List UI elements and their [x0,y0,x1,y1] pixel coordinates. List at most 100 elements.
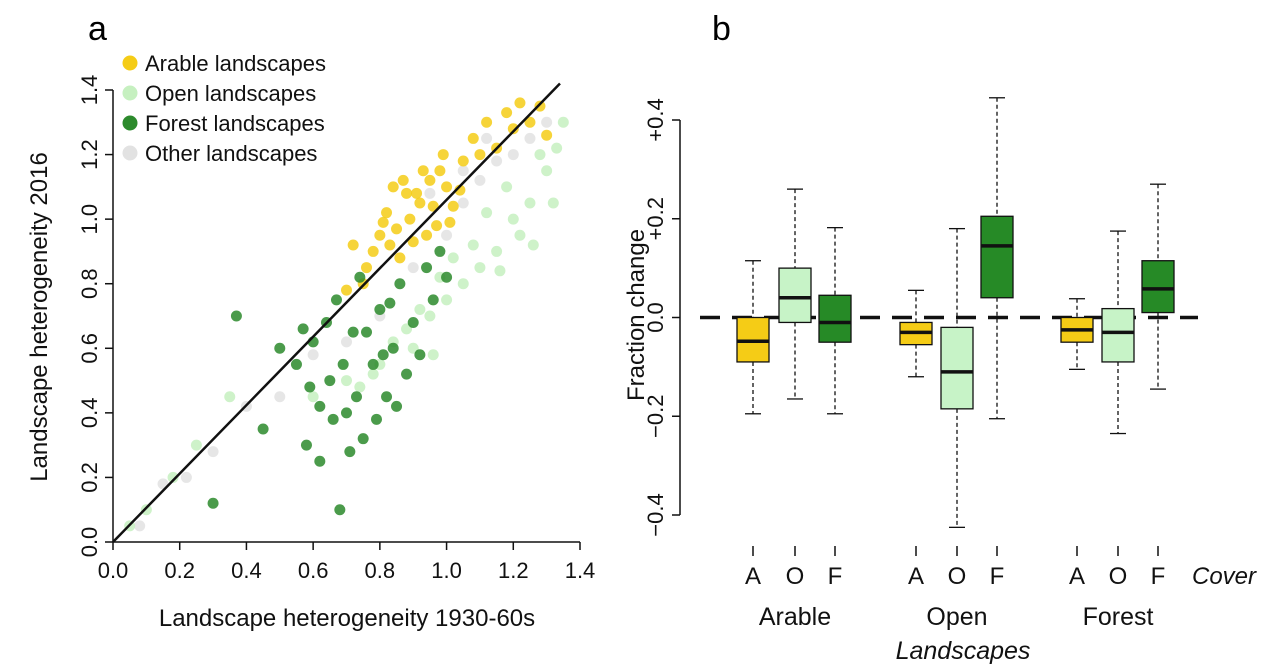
scatter-points [124,97,569,532]
cover-label-A: A [1069,563,1085,590]
scatter-point-open [467,239,479,251]
scatter-point-other [481,132,493,144]
scatter-point-forest [391,400,403,412]
scatter-point-forest [401,368,413,380]
scatter-point-forest [207,497,219,509]
scatter-point-other [457,197,469,209]
box-forest-F [1141,183,1175,390]
scatter-point-arable [387,181,399,193]
cover-label-A: A [908,563,924,590]
boxplot-axes: −0.4 −0.2 0.0 +0.2 +0.4 [643,98,681,537]
cover-label-A: A [745,563,761,590]
group-label-arable: Arable [759,603,831,631]
y-tick-label: 1.0 [77,204,102,235]
cover-label-F: F [828,563,843,590]
box-forest-A [1060,298,1094,370]
scatter-point-arable [481,116,493,128]
scatter-point-other [507,149,519,161]
scatter-point-arable [367,245,379,257]
box-open-A [899,289,933,378]
x-tick-label: 0.4 [231,558,262,583]
scatter-point-open [551,142,563,154]
scatter-point-open [427,349,439,361]
scatter-point-arable [394,252,406,264]
scatter-point-open [507,213,519,225]
scatter-axes: 0.0 0.2 0.4 0.6 0.8 1.0 1.2 1.4 0.0 0.2 0.4 0.6 0.8 1… [77,75,595,583]
scatter-point-other [524,132,536,144]
legend-label-arable: Arable landscapes [145,51,326,76]
box-body [1101,307,1135,363]
x-tick-label: 0.8 [365,558,396,583]
scatter-point-forest [230,310,242,322]
scatter-point-forest [434,245,446,257]
scatter-point-arable [524,116,536,128]
box-arable-O [778,188,812,400]
landscapes-axis-label: Landscapes [896,637,1031,665]
scatter-point-arable [467,132,479,144]
y-tick-label-b: −0.4 [643,493,668,536]
scatter-point-forest [394,278,406,290]
scatter-point-forest [427,294,439,306]
scatter-point-forest [314,455,326,467]
scatter-point-arable [421,229,433,241]
scatter-point-arable [397,174,409,186]
scatter-point-arable [417,165,429,177]
scatter-point-forest [337,358,349,370]
scatter-point-arable [361,262,373,274]
scatter-point-forest [387,342,399,354]
scatter-point-open [514,229,526,241]
scatter-point-arable [381,207,393,219]
box-body [1141,260,1175,314]
scatter-point-open [534,149,546,161]
group-label-open: Open [926,603,987,631]
group-label-forest: Forest [1083,603,1154,631]
scatter-point-other [491,155,503,167]
x-tick-label: 1.2 [498,558,529,583]
x-tick-label: 1.4 [565,558,596,583]
scatter-point-open [527,239,539,251]
y-tick-label: 0.8 [77,268,102,299]
scatter-point-open [474,262,486,274]
scatter-point-forest [334,504,346,516]
scatter-point-forest [441,271,453,283]
cover-label-O: O [786,563,805,590]
scatter-point-other [541,116,553,128]
scatter-point-forest [351,391,363,403]
scatter-point-open [224,391,236,403]
scatter-point-forest [327,413,339,425]
y-tick-label: 1.4 [77,75,102,106]
scatter-point-arable [534,100,546,112]
scatter-point-arable [411,187,423,199]
x-tick-label: 0.0 [98,558,129,583]
scatter-point-other [207,446,219,458]
scatter-point-open [457,278,469,290]
scatter-point-forest [381,391,393,403]
legend-label-open: Open landscapes [145,81,316,106]
one-to-one-line [112,82,561,543]
legend-label-forest: Forest landscapes [145,111,325,136]
scatter-panel-a: a 0.0 0.2 0.4 0.6 0.8 1.0 1.2 1.40.00.20.40.60.… [26,10,595,632]
panel-letter-b: b [712,10,731,48]
scatter-point-forest [257,423,269,435]
legend-marker-forest [122,115,138,131]
y-tick-label-b: +0.4 [643,98,668,141]
box-arable-F [818,226,852,415]
scatter-point-open [547,197,559,209]
scatter-point-open [541,165,553,177]
box-body [778,267,812,324]
scatter-point-forest [367,358,379,370]
legend-marker-other [122,145,138,161]
scatter-point-arable [384,239,396,251]
y-tick-label-b: −0.2 [643,395,668,438]
legend-marker-open [122,85,138,101]
scatter-point-forest [300,439,312,451]
scatter-point-other [474,174,486,186]
scatter-point-other [341,336,352,348]
x-tick-label: 0.2 [164,558,195,583]
y-tick-label-b: +0.2 [643,197,668,240]
scatter-point-arable [424,174,436,186]
box-open-O [940,227,974,528]
scatter-point-forest [421,262,433,274]
cover-label-F: F [990,563,1005,590]
